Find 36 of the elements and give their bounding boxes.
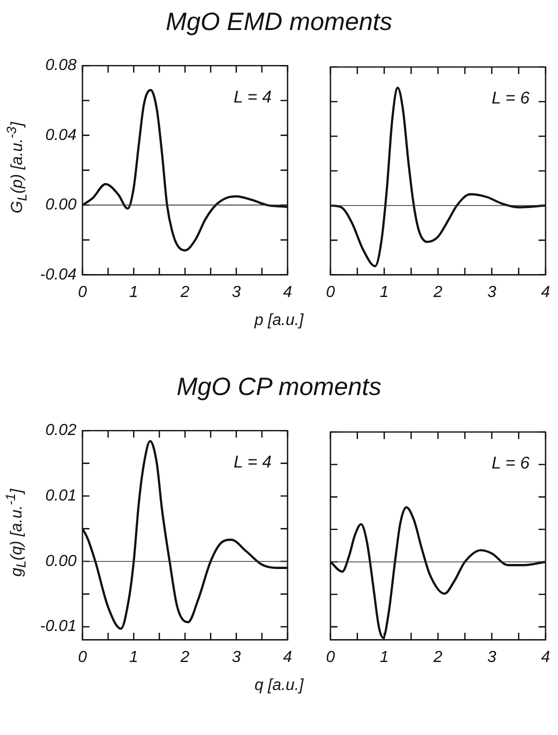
x-tick-label: 3 (487, 648, 496, 666)
x-axis-title: q [a.u.] (254, 677, 305, 695)
x-tick-label: 1 (129, 284, 138, 301)
annotation: L = 4 (234, 87, 272, 106)
x-tick-label: 3 (232, 648, 241, 666)
x-tick-label: 0 (78, 648, 88, 666)
x-axis-title: p [a.u.] (253, 312, 305, 330)
annotation: L = 6 (492, 454, 530, 473)
y-tick-label: 0.00 (45, 196, 77, 214)
annotation: L = 6 (492, 88, 530, 108)
x-tick-label: 2 (180, 284, 190, 301)
x-tick-label: 1 (380, 648, 389, 666)
x-tick-label: 3 (487, 284, 496, 301)
y-tick-label: 0.08 (45, 57, 77, 74)
y-tick-label: -0.01 (40, 618, 76, 636)
y-tick-label: 0.00 (45, 552, 77, 570)
chart-title: MgO CP moments (176, 373, 382, 402)
x-tick-label: 2 (180, 648, 190, 666)
x-tick-label: 4 (283, 284, 292, 301)
x-tick-label: 1 (380, 284, 389, 301)
x-tick-label: 0 (326, 648, 335, 666)
y-tick-label: 0.02 (45, 422, 77, 440)
x-tick-label: 1 (129, 648, 138, 666)
x-tick-label: 2 (432, 648, 443, 666)
x-tick-label: 4 (541, 648, 550, 666)
x-tick-label: 3 (232, 284, 241, 301)
y-tick-label: -0.04 (40, 266, 77, 284)
x-tick-label: 0 (78, 284, 88, 301)
annotation: L = 4 (234, 452, 272, 472)
x-tick-label: 4 (283, 648, 292, 666)
y-tick-label: 0.01 (45, 487, 76, 504)
chart-title: MgO EMD moments (164, 8, 394, 37)
x-tick-label: 2 (432, 284, 443, 301)
y-tick-label: 0.04 (45, 126, 77, 144)
x-tick-label: 4 (541, 284, 550, 301)
x-tick-label: 0 (326, 284, 335, 301)
